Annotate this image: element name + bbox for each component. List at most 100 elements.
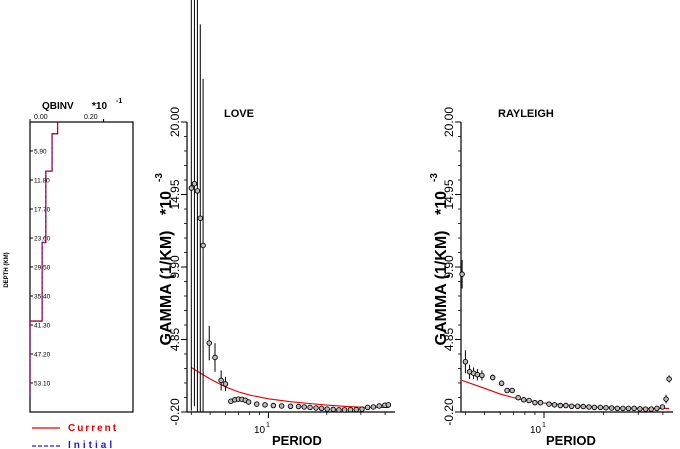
rayleigh-data-point: [526, 397, 532, 404]
love-data-point: [253, 401, 260, 407]
rayleigh-data-point: [648, 406, 654, 412]
love-xtick-exp: 1: [266, 422, 270, 429]
legend-current-label: Current: [68, 423, 118, 434]
rayleigh-title: RAYLEIGH: [498, 108, 554, 120]
rayleigh-data-point: [603, 404, 609, 411]
rayleigh-data-point: [551, 402, 558, 408]
rayleigh-data-point: [663, 396, 669, 402]
qbinv-ytick-label: 5.90: [34, 149, 47, 156]
love-data-point: [318, 405, 325, 412]
love-data-point: [376, 403, 382, 409]
qbinv-initial-profile: [29, 122, 59, 398]
rayleigh-data-point: [666, 376, 672, 382]
love-data-point: [370, 404, 377, 410]
rayleigh-scale: *10: [433, 191, 450, 215]
qbinv-ytick-label: 53.10: [34, 381, 51, 388]
love-scale-exp: -3: [154, 173, 165, 182]
rayleigh-data-point: [557, 402, 564, 409]
love-data-point: [212, 354, 218, 361]
rayleigh-ytick-label: 14.95: [442, 179, 456, 209]
qbinv-panel: QBINV *10 -1 0.00 0.20 5.90 11.80 17.70 23.…: [4, 98, 134, 413]
qbinv-xtick-label: 0.20: [84, 114, 98, 121]
rayleigh-data-point: [515, 394, 521, 401]
love-data-point: [330, 406, 336, 413]
love-scale: *10: [158, 191, 175, 215]
rayleigh-data-point: [591, 404, 598, 411]
rayleigh-xtick-label: 10: [530, 425, 542, 436]
rayleigh-data-point: [532, 399, 538, 406]
love-data-point: [200, 242, 206, 249]
love-data-point: [347, 406, 354, 413]
rayleigh-data-point: [537, 399, 544, 406]
love-data-point: [194, 188, 201, 194]
love-data-point: [353, 406, 360, 413]
love-data-point: [287, 403, 294, 410]
love-data-point: [218, 377, 224, 384]
rayleigh-ytick-label: 20.00: [442, 107, 456, 137]
rayleigh-data-point: [586, 404, 592, 410]
qbinv-ytick-label: 47.20: [34, 352, 51, 359]
love-title: LOVE: [224, 108, 254, 120]
rayleigh-data-point: [546, 401, 552, 407]
qbinv-ytick-label: 23.60: [34, 236, 51, 243]
love-data-point: [324, 406, 330, 412]
rayleigh-data-point: [580, 403, 586, 410]
rayleigh-ylabel: GAMMA (1/KM): [433, 231, 450, 346]
rayleigh-ytick-label: 9.90: [442, 255, 456, 279]
rayleigh-data-point: [614, 405, 621, 412]
rayleigh-data-point: [474, 371, 481, 378]
love-data-point: [336, 407, 342, 413]
love-ytick-label: 9.90: [168, 255, 182, 279]
qbinv-ylabel: DEPTH (KM): [4, 252, 10, 287]
rayleigh-data-point: [568, 403, 575, 410]
rayleigh-data-point: [654, 405, 660, 412]
rayleigh-data-point: [504, 387, 510, 394]
love-ytick-label: 4.85: [168, 327, 182, 351]
rayleigh-axes: -0.20 4.85 9.90 14.95 20.00: [442, 107, 673, 426]
love-data-point: [364, 404, 371, 411]
rayleigh-ytick-label: -0.20: [442, 398, 456, 426]
rayleigh-data-point: [459, 271, 465, 277]
rayleigh-data-point: [462, 359, 469, 365]
rayleigh-xtick-exp: 1: [542, 422, 546, 429]
rayleigh-xlabel: PERIOD: [546, 433, 596, 448]
love-data-point: [295, 403, 302, 410]
love-ytick-label: 14.95: [168, 179, 182, 209]
love-data-point: [301, 404, 307, 410]
rayleigh-data-point: [489, 374, 496, 381]
love-data-point: [359, 406, 365, 412]
legend-initial-label: Initial: [68, 440, 115, 449]
qbinv-y-axis: 5.9011.8017.7023.6029.5035.4041.3047.205…: [30, 149, 51, 388]
qbinv-scale-exp: -1: [116, 98, 122, 105]
love-data-point: [270, 402, 277, 409]
love-data-point: [188, 185, 195, 191]
rayleigh-scale-exp: -3: [429, 173, 440, 182]
rayleigh-data-point: [479, 372, 485, 379]
rayleigh-observations: [459, 259, 672, 412]
love-data-point: [245, 399, 252, 405]
rayleigh-data-point: [498, 380, 505, 387]
love-xtick-label: 10: [254, 425, 266, 436]
qbinv-ytick-label: 17.70: [34, 207, 51, 214]
love-ytick-label: -0.20: [168, 398, 182, 426]
love-data-point: [262, 402, 268, 408]
qbinv-scale: *10: [92, 101, 107, 112]
qbinv-x-axis: 0.00 0.20: [29, 114, 105, 122]
love-data-point: [197, 215, 204, 221]
rayleigh-data-point: [631, 405, 637, 412]
love-observations: [188, 0, 392, 413]
love-data-point: [191, 180, 198, 187]
love-data-point: [341, 407, 348, 413]
love-data-point: [278, 403, 285, 409]
love-ylabel: GAMMA (1/KM): [158, 231, 175, 346]
love-panel: LOVE -0.20 4.85 9.90 14.95 20.00 GAMMA (1/KM…: [154, 0, 395, 448]
rayleigh-data-point: [642, 406, 649, 412]
rayleigh-data-point: [620, 405, 626, 412]
rayleigh-data-point: [659, 404, 666, 410]
rayleigh-data-point: [608, 405, 615, 411]
qbinv-title: QBINV: [42, 101, 74, 112]
rayleigh-data-point: [625, 405, 632, 412]
rayleigh-data-point: [509, 387, 515, 394]
love-data-point: [222, 381, 229, 387]
